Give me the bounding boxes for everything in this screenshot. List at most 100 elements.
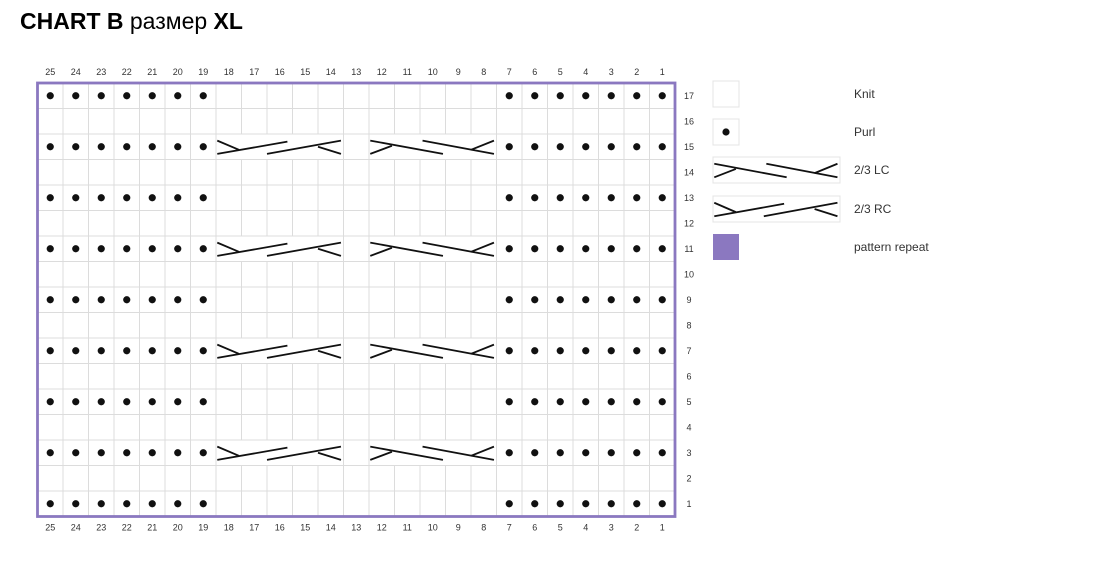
knit-cell	[343, 133, 370, 160]
purl-cell	[62, 184, 89, 211]
knit-cell	[572, 363, 599, 390]
column-number-bottom: 22	[122, 523, 132, 533]
knit-cell	[113, 414, 140, 441]
purl-dot	[607, 194, 615, 202]
purl-dot	[633, 347, 641, 355]
knit-cell	[547, 465, 574, 492]
purl-dot	[556, 245, 564, 253]
purl-dot	[174, 347, 182, 355]
knit-cell	[419, 414, 446, 441]
purl-dot	[46, 296, 54, 304]
knit-cell	[394, 490, 421, 517]
purl-dot	[46, 92, 54, 100]
purl-dot	[607, 449, 615, 457]
knit-cell	[419, 159, 446, 186]
knit-cell	[419, 388, 446, 415]
cable-line	[422, 343, 495, 359]
knit-cell	[623, 363, 650, 390]
knit-cell	[292, 261, 319, 288]
knit-cell	[215, 210, 242, 237]
purl-dot	[123, 194, 131, 202]
cable-line	[216, 139, 240, 151]
column-number-bottom: 10	[428, 523, 438, 533]
knit-cell	[598, 414, 625, 441]
cable-line	[216, 343, 240, 355]
legend-rc-symbol	[713, 201, 838, 218]
cable-line	[266, 241, 342, 257]
chart-title-name: CHART B	[20, 8, 124, 34]
purl-dot	[46, 398, 54, 406]
knit-cell	[623, 261, 650, 288]
knit-cell	[496, 261, 523, 288]
knit-cell	[62, 210, 89, 237]
cable-line	[370, 445, 444, 461]
column-number-bottom: 13	[351, 523, 361, 533]
purl-dot	[148, 92, 156, 100]
knit-cell	[215, 82, 242, 109]
purl-dot	[123, 92, 131, 100]
column-number-top: 24	[71, 67, 81, 77]
knit-cell	[62, 414, 89, 441]
knit-cell	[139, 465, 166, 492]
purl-dot	[505, 245, 513, 253]
knit-cell	[241, 465, 268, 492]
knit-cell	[292, 388, 319, 415]
column-number-bottom: 17	[249, 523, 259, 533]
purl-dot	[505, 143, 513, 151]
purl-dot	[607, 92, 615, 100]
knit-cell	[394, 261, 421, 288]
knit-cell	[445, 82, 472, 109]
knit-cell	[343, 363, 370, 390]
knit-cell	[419, 261, 446, 288]
purl-dot	[582, 296, 590, 304]
knit-cell	[164, 159, 191, 186]
knit-cell	[139, 312, 166, 339]
row-number: 10	[684, 269, 694, 279]
knit-cell	[343, 184, 370, 211]
knit-cell	[649, 159, 676, 186]
knit-cell	[343, 388, 370, 415]
purl-dot	[97, 449, 105, 457]
knit-cell	[343, 261, 370, 288]
purl-dot	[658, 500, 666, 508]
purl-dot	[46, 245, 54, 253]
knit-cell	[292, 210, 319, 237]
column-number-top: 17	[249, 67, 259, 77]
purl-dot	[72, 296, 80, 304]
row-number: 3	[686, 448, 691, 458]
purl-dot	[556, 347, 564, 355]
knit-cell	[190, 108, 217, 135]
lc-cable-symbol	[369, 139, 495, 155]
purl-dot	[72, 500, 80, 508]
knit-cell	[521, 312, 548, 339]
cable-line	[470, 139, 495, 151]
column-number-top: 6	[532, 67, 537, 77]
purl-dot	[123, 398, 131, 406]
knit-cell	[470, 465, 497, 492]
purl-dot	[582, 143, 590, 151]
knit-cell	[241, 312, 268, 339]
purl-dot	[46, 143, 54, 151]
column-number-top: 10	[428, 67, 438, 77]
purl-dot	[505, 500, 513, 508]
lc-cable-symbol	[369, 445, 495, 461]
purl-dot	[505, 194, 513, 202]
knit-cell	[241, 184, 268, 211]
column-number-top: 16	[275, 67, 285, 77]
knit-cell	[317, 108, 344, 135]
knit-cell	[343, 414, 370, 441]
purl-dot	[72, 347, 80, 355]
knit-cell	[343, 439, 370, 466]
purl-dot	[97, 500, 105, 508]
knit-cell	[343, 337, 370, 364]
row-number: 5	[686, 397, 691, 407]
knit-cell	[164, 210, 191, 237]
knit-cell	[292, 363, 319, 390]
knit-cell	[190, 414, 217, 441]
knit-cell	[266, 108, 293, 135]
knit-cell	[139, 108, 166, 135]
knit-cell	[445, 388, 472, 415]
knit-cell	[572, 159, 599, 186]
purl-dot	[556, 500, 564, 508]
